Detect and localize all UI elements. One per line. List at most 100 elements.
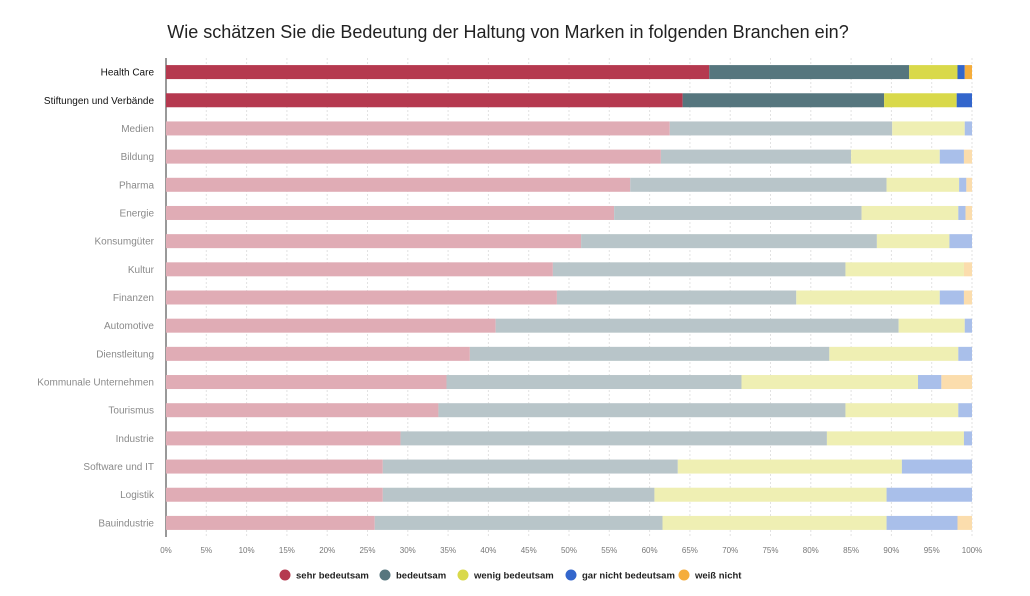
bar-segment	[741, 375, 918, 390]
bar-segment	[851, 149, 940, 164]
bar-segment	[826, 431, 964, 446]
bar-segment	[909, 65, 958, 80]
bar-segment	[958, 346, 972, 361]
bar-segment	[581, 234, 877, 249]
category-label: Finanzen	[113, 293, 154, 304]
category-labels: Health Care Stiftungen und Verbände Medien…	[37, 68, 155, 530]
legend-marker	[457, 569, 469, 581]
x-tick-label: 5%	[201, 546, 213, 555]
bar-segment	[166, 318, 496, 333]
x-tick-label: 25%	[359, 546, 375, 555]
legend-marker	[379, 569, 391, 581]
x-tick-label: 75%	[762, 546, 778, 555]
bar-segment	[956, 93, 972, 108]
bar-segment	[886, 515, 958, 530]
bar-segment	[917, 375, 942, 390]
bar-segment	[614, 205, 862, 220]
bar-segment	[957, 65, 965, 80]
bar-segment	[166, 65, 710, 80]
bar-segment	[166, 177, 631, 192]
x-tick-label: 95%	[924, 546, 940, 555]
bar-segment	[669, 121, 893, 136]
x-tick-label: 35%	[440, 546, 456, 555]
category-label: Dienstleitung	[96, 349, 154, 360]
bar-segment	[886, 487, 972, 502]
bar-segment	[166, 262, 553, 277]
bar-segment	[963, 431, 972, 446]
category-label: Kultur	[128, 265, 155, 276]
bar-segment	[166, 487, 383, 502]
legend-label: weiß nicht	[694, 571, 742, 582]
bar-segment	[400, 431, 827, 446]
bar-segment	[662, 515, 887, 530]
x-tick-label: 40%	[480, 546, 496, 555]
x-axis-tick-labels: 0% 5% 10% 15% 20% 25% 30% 35% 40% 45% 50% 55% 60% 65%…	[160, 546, 982, 555]
bar-segment	[892, 121, 965, 136]
bar-segment	[957, 515, 972, 530]
category-label: Bildung	[121, 152, 154, 163]
x-tick-label: 65%	[682, 546, 698, 555]
category-label: Stiftungen und Verbände	[44, 96, 155, 107]
bar-segment	[966, 177, 972, 192]
x-tick-label: 100%	[962, 546, 982, 555]
bar-segment	[166, 403, 439, 418]
bar-segment	[166, 121, 670, 136]
bar-segment	[709, 65, 910, 80]
chart-title: Wie schätzen Sie die Bedeutung der Haltu…	[167, 22, 848, 42]
category-label: Logistik	[120, 490, 155, 501]
category-label: Kommunale Unternehmen	[37, 378, 154, 389]
bar-segment	[845, 403, 959, 418]
bar-segment	[374, 515, 663, 530]
legend-marker	[565, 569, 577, 581]
bar-segment	[382, 487, 655, 502]
category-label: Software und IT	[83, 462, 154, 473]
bar-segment	[958, 403, 972, 418]
legend-label: bedeutsam	[396, 571, 446, 582]
bar-segment	[166, 515, 375, 530]
category-label: Medien	[121, 124, 154, 135]
bar-segment	[876, 234, 950, 249]
bar-segment	[446, 375, 742, 390]
x-tick-label: 55%	[601, 546, 617, 555]
bar-segment	[949, 234, 972, 249]
category-label: Tourismus	[108, 406, 154, 417]
bar-segment	[166, 93, 683, 108]
bar-segment	[796, 290, 940, 305]
category-label: Health Care	[101, 68, 155, 79]
x-tick-label: 0%	[160, 546, 172, 555]
bar-segment	[959, 177, 967, 192]
bar-segment	[677, 459, 902, 474]
bar-segment	[382, 459, 678, 474]
bar-segment	[166, 205, 615, 220]
bar-segment	[495, 318, 899, 333]
bar-segment	[166, 346, 470, 361]
legend-label: sehr bedeutsam	[296, 571, 369, 582]
bar-segment	[630, 177, 887, 192]
x-tick-label: 20%	[319, 546, 335, 555]
bar-segment	[965, 205, 972, 220]
x-tick-label: 80%	[803, 546, 819, 555]
category-label: Energie	[120, 208, 155, 219]
bar-segment	[963, 262, 972, 277]
bar-segment	[886, 177, 960, 192]
category-label: Bauindustrie	[98, 518, 154, 529]
bar-segment	[845, 262, 964, 277]
bar-segment	[166, 234, 582, 249]
bar-segment	[166, 431, 401, 446]
bar-segment	[958, 205, 966, 220]
bar-segment	[654, 487, 887, 502]
category-label: Automotive	[104, 321, 154, 332]
legend-label: gar nicht bedeutsam	[582, 571, 675, 582]
x-tick-label: 70%	[722, 546, 738, 555]
bar-segment	[964, 65, 972, 80]
x-tick-label: 60%	[642, 546, 658, 555]
x-tick-label: 90%	[883, 546, 899, 555]
bar-segment	[166, 149, 661, 164]
category-label: Konsumgüter	[95, 237, 155, 248]
bar-segment	[898, 318, 965, 333]
legend-marker	[678, 569, 690, 581]
bar-segment	[861, 205, 959, 220]
bar-segment	[166, 459, 383, 474]
bar-segment	[939, 149, 964, 164]
